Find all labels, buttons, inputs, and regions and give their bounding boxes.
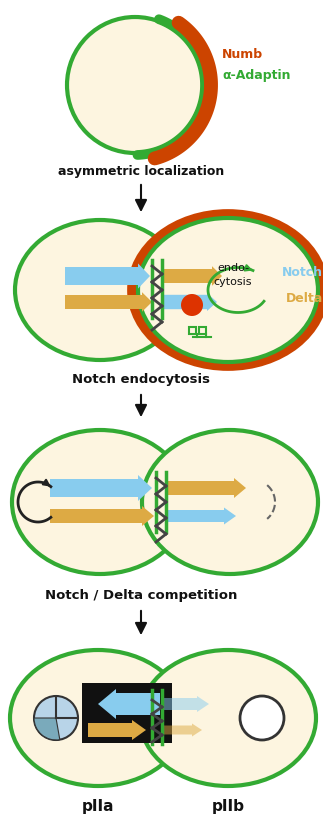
FancyArrow shape — [98, 689, 160, 719]
FancyArrow shape — [65, 292, 152, 311]
FancyArrow shape — [50, 506, 154, 526]
Circle shape — [181, 294, 203, 316]
FancyArrow shape — [164, 696, 209, 712]
Text: endo-: endo- — [217, 263, 249, 273]
Text: α-Adaptin: α-Adaptin — [222, 68, 290, 82]
Ellipse shape — [10, 650, 186, 786]
Text: Notch: Notch — [282, 266, 323, 279]
Text: cytosis: cytosis — [214, 277, 252, 287]
Ellipse shape — [132, 214, 323, 366]
FancyArrow shape — [162, 266, 222, 286]
Circle shape — [34, 696, 78, 740]
FancyArrow shape — [88, 720, 146, 740]
Wedge shape — [34, 718, 60, 740]
Text: Notch endocytosis: Notch endocytosis — [72, 373, 210, 387]
Text: Notch / Delta competition: Notch / Delta competition — [45, 590, 237, 603]
Bar — [189, 327, 196, 334]
FancyArrow shape — [65, 263, 150, 289]
FancyArrow shape — [166, 478, 246, 498]
FancyArrow shape — [166, 508, 236, 524]
Text: Numb: Numb — [222, 48, 263, 62]
Ellipse shape — [12, 430, 188, 574]
Text: pIIb: pIIb — [212, 798, 245, 813]
FancyArrow shape — [162, 293, 217, 311]
Text: Delta: Delta — [286, 291, 323, 305]
Bar — [199, 327, 206, 334]
Bar — [82, 683, 172, 743]
FancyArrow shape — [50, 475, 152, 501]
Text: pIIa: pIIa — [82, 798, 114, 813]
Ellipse shape — [67, 17, 203, 153]
Circle shape — [240, 696, 284, 740]
Ellipse shape — [140, 650, 316, 786]
Ellipse shape — [142, 430, 318, 574]
Ellipse shape — [138, 218, 318, 362]
Text: asymmetric localization: asymmetric localization — [58, 165, 224, 179]
Ellipse shape — [15, 220, 185, 360]
FancyArrow shape — [164, 723, 202, 736]
